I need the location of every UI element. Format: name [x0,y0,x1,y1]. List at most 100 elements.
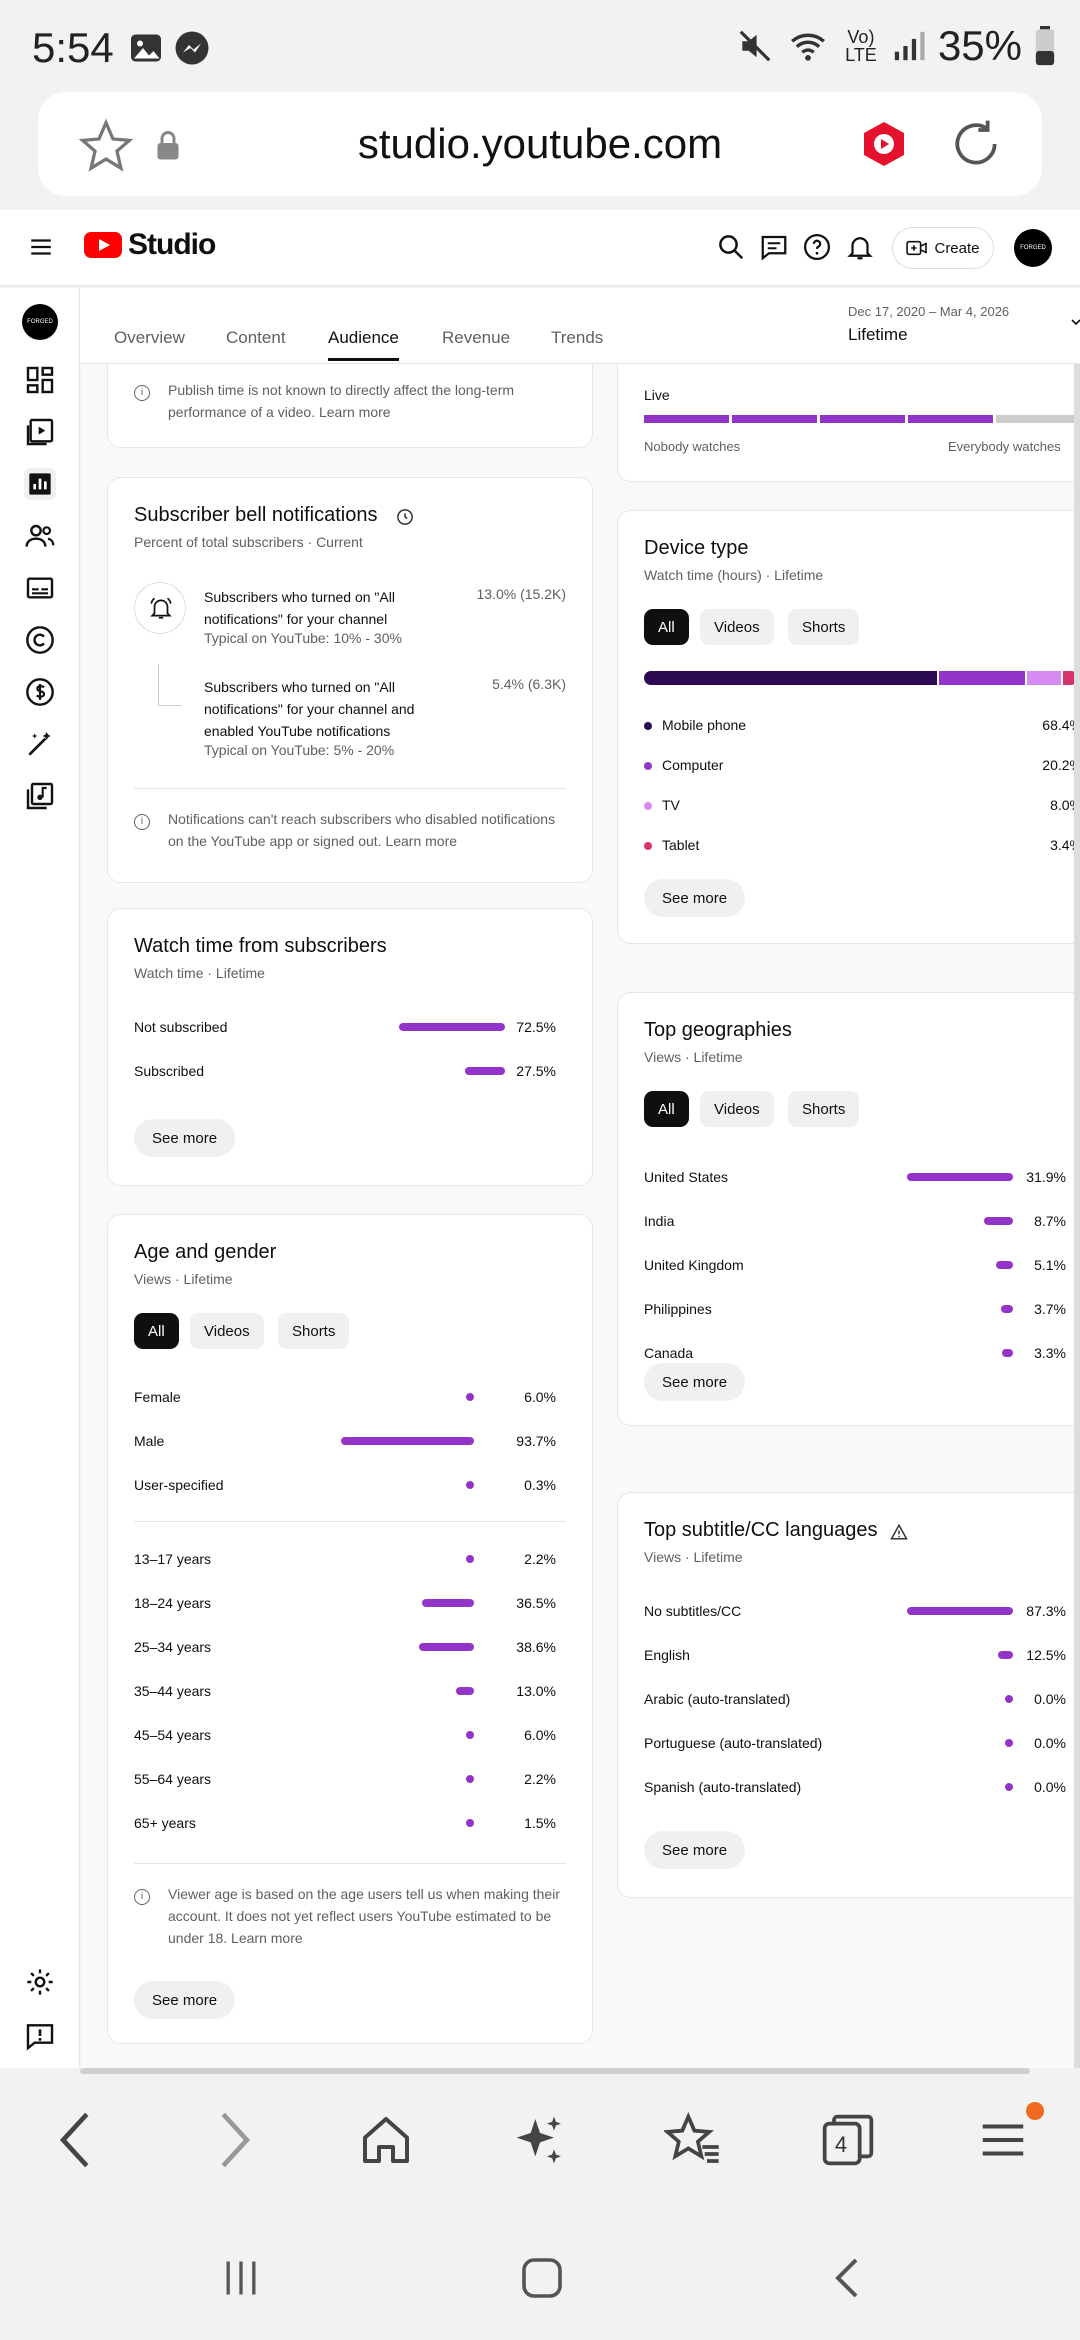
community-icon[interactable] [24,520,56,552]
browser-bottom-nav: 4 [0,2074,1080,2204]
tabs-button[interactable]: 4 [820,2112,876,2168]
studio-header: Studio Create [0,210,1080,286]
chevron-down-icon [1071,319,1080,326]
home-icon[interactable] [358,2112,414,2168]
clock-icon [397,509,413,525]
earn-icon[interactable] [24,676,56,708]
bar-mark [466,1393,474,1401]
bar-mark [1000,1305,1013,1313]
chip-all[interactable]: All [134,1313,179,1349]
tab-audience[interactable]: Audience [328,328,399,361]
menu-icon[interactable] [28,234,54,260]
live-right-label: Everybody watches [948,439,1061,454]
url-text[interactable]: studio.youtube.com [357,120,723,167]
back-icon[interactable] [54,2110,98,2170]
sparkle-icon[interactable] [512,2112,568,2168]
card-subtitle: Views · Lifetime [644,1049,743,1065]
see-more-button[interactable]: See more [134,1119,236,1157]
bar-mark [1005,1739,1013,1747]
settings-icon[interactable] [24,1966,56,1998]
tab-trends[interactable]: Trends [551,328,604,347]
row-label: Not subscribed [134,1019,228,1035]
studio-logo-text[interactable]: Studio [128,228,216,261]
chip-all[interactable]: All [644,1091,689,1127]
live-segment [820,415,905,423]
notifications-bell-icon[interactable] [845,232,875,262]
live-segment [908,415,993,423]
live-segment [996,415,1080,423]
system-back-icon[interactable] [828,2254,868,2302]
date-range-picker[interactable]: Dec 17, 2020 – Mar 4, 2026 Lifetime [848,304,1080,360]
row-label: Philippines [644,1301,712,1317]
date-range-label: Lifetime [848,325,908,344]
recent-apps-icon[interactable] [218,2256,264,2300]
tab-content[interactable]: Content [226,328,286,347]
bookmarks-icon[interactable] [664,2112,722,2168]
horizontal-scrollbar[interactable] [80,2068,1030,2074]
row-label: Subscribed [134,1063,205,1079]
row-label: 25–34 years [134,1639,212,1655]
customization-icon[interactable] [24,728,56,760]
vertical-scrollbar[interactable] [1074,364,1080,2068]
row-label: Spanish (auto-translated) [644,1779,802,1795]
bar-mark [466,1819,474,1827]
audio-library-icon[interactable] [24,780,56,812]
browser-menu-icon[interactable] [976,2112,1030,2168]
account-avatar[interactable]: FORGED [1014,229,1052,267]
bell-row1-value: 13.0% (15.2K) [476,586,567,602]
row-label: 65+ years [134,1815,196,1831]
row-label: Arabic (auto-translated) [644,1691,791,1707]
bar-mark [340,1437,474,1445]
age-info-text: Viewer age is based on the age users tel… [168,1886,560,1946]
legend-dot [644,722,652,730]
chip-videos[interactable]: Videos [700,609,774,645]
forward-icon[interactable] [212,2110,256,2170]
help-icon[interactable] [802,232,832,262]
publish-info-text: Publish time is not known to directly af… [168,382,515,420]
see-more-button[interactable]: See more [134,1981,236,2019]
copyright-icon[interactable] [24,624,56,656]
channel-avatar[interactable]: FORGED [22,304,58,340]
subtitles-icon[interactable] [24,572,56,604]
chip-videos[interactable]: Videos [190,1313,264,1349]
divider [134,788,566,789]
youtube-shield-icon[interactable] [860,120,908,168]
see-more-button[interactable]: See more [644,1363,746,1401]
bar-mark [996,1261,1013,1269]
chip-shorts[interactable]: Shorts [788,609,860,645]
row-label: 55–64 years [134,1771,212,1787]
chip-shorts[interactable]: Shorts [278,1313,350,1349]
row-label: TV [662,797,680,813]
row-value: 0.0% [1034,1779,1066,1795]
bar-mark [466,1775,474,1783]
feedback-icon[interactable] [759,232,789,262]
system-navigation [0,2204,1080,2340]
row-value: 0.0% [1034,1735,1066,1751]
see-more-button[interactable]: See more [644,1831,746,1869]
bell-row2-text: Subscribers who turned on "All notificat… [204,679,415,739]
content-icon[interactable] [24,416,56,448]
dashboard-icon[interactable] [24,364,56,396]
browser-url-bar[interactable]: studio.youtube.com [38,92,1042,196]
send-feedback-icon[interactable] [24,2020,56,2052]
chip-videos[interactable]: Videos [700,1091,774,1127]
bar-mark [1002,1349,1013,1357]
row-value: 5.1% [1034,1257,1066,1273]
row-value: 3.4% [1050,837,1080,853]
bookmark-star-icon[interactable] [78,118,134,174]
card-subtitle: Watch time (hours) · Lifetime [644,567,824,583]
tab-revenue[interactable]: Revenue [442,328,511,347]
row-value: 20.2% [1042,757,1080,773]
reload-icon[interactable] [948,116,1004,172]
chip-all[interactable]: All [644,609,689,645]
system-home-icon[interactable] [518,2254,566,2302]
tab-overview[interactable]: Overview [114,328,185,347]
chip-shorts[interactable]: Shorts [788,1091,860,1127]
card-subtitle: Views · Lifetime [644,1549,743,1565]
youtube-logo-icon[interactable] [84,232,122,258]
bell-row1-text: Subscribers who turned on "All notificat… [204,589,395,627]
create-button[interactable]: Create [892,227,994,269]
see-more-button[interactable]: See more [644,879,746,917]
search-icon[interactable] [716,232,746,262]
analytics-icon[interactable] [24,468,56,500]
